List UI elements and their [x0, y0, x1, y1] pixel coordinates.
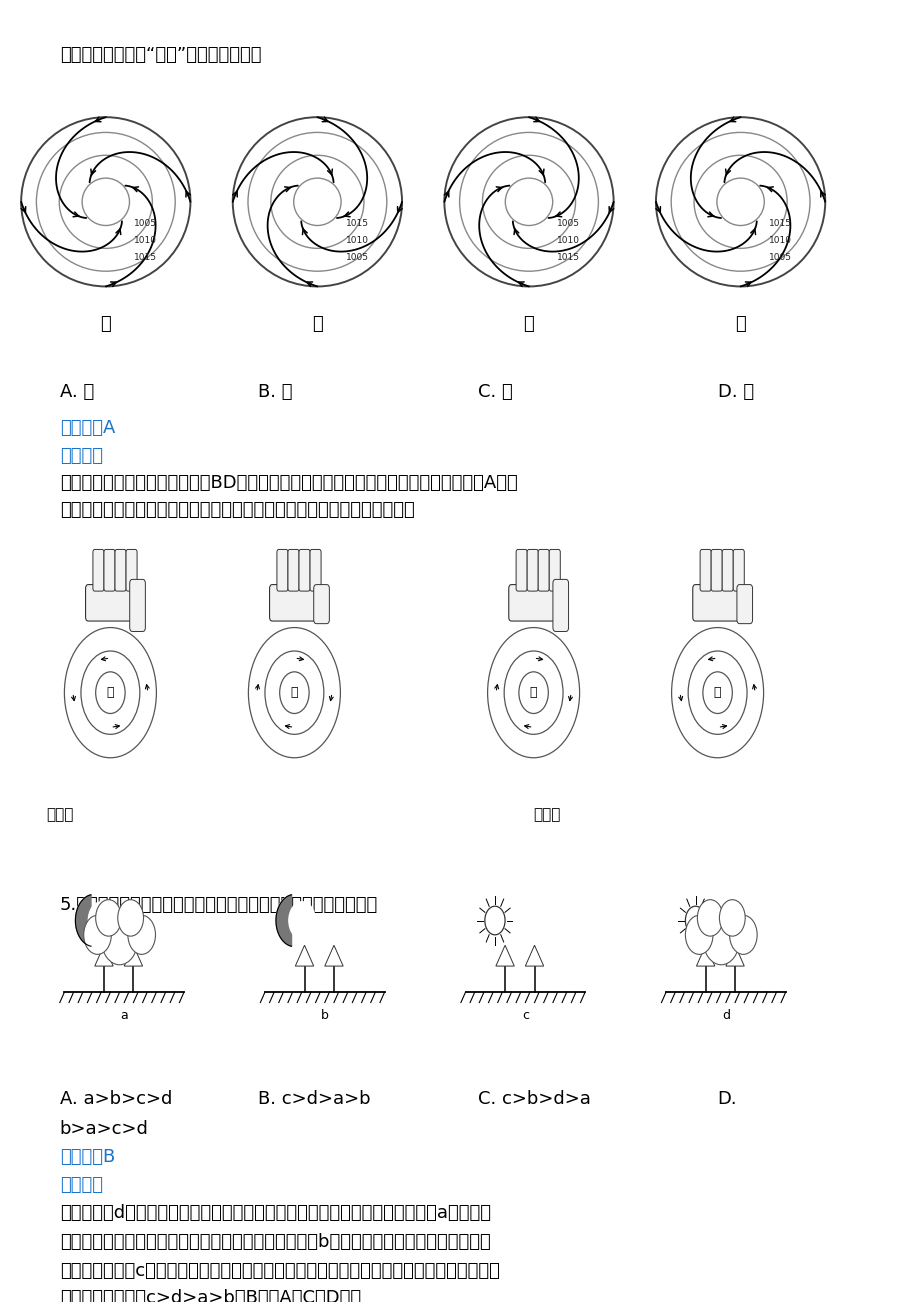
Text: 1005: 1005 [134, 220, 157, 228]
Text: 1010: 1010 [134, 237, 157, 245]
Text: 气温排序正确的是c>d>a>b，B对。A、C、D错。: 气温排序正确的是c>d>a>b，B对。A、C、D错。 [60, 1289, 360, 1302]
Circle shape [685, 906, 705, 935]
Polygon shape [95, 945, 113, 966]
Text: 地面气温低。图c是白天，大气对太阳辐射消弱作用弱，气温高。若只考虑昼夜和云量情况，: 地面气温低。图c是白天，大气对太阳辐射消弱作用弱，气温高。若只考虑昼夜和云量情况… [60, 1262, 499, 1280]
Polygon shape [525, 945, 543, 966]
FancyBboxPatch shape [721, 549, 732, 591]
Text: 丙: 丙 [523, 315, 534, 333]
FancyBboxPatch shape [538, 549, 549, 591]
Text: 【点睛】南北半球气旋与反气旋左右手定则，南半球用左手，北半球用右手: 【点睛】南北半球气旋与反气旋左右手定则，南半球用左手，北半球用右手 [60, 501, 414, 519]
Text: 低: 低 [107, 686, 114, 699]
Text: 1005: 1005 [768, 254, 791, 262]
Text: 南半球: 南半球 [533, 807, 561, 823]
FancyBboxPatch shape [299, 549, 310, 591]
Text: 乙: 乙 [312, 315, 323, 333]
Text: d: d [721, 1009, 729, 1022]
Text: 【详解】台风为气旋系统，排除BD，天鸽在北半球登陆，北半球的气旋为逆时针旋转，A对。: 【详解】台风为气旋系统，排除BD，天鸽在北半球登陆，北半球的气旋为逆时针旋转，A… [60, 474, 517, 492]
Circle shape [484, 906, 505, 935]
FancyBboxPatch shape [736, 585, 752, 624]
FancyBboxPatch shape [527, 549, 538, 591]
Circle shape [685, 915, 712, 954]
Text: 大气对地面的保温效应强，气温不会太低。晴天时，图b是夜晚，大气对地面保温效应差，: 大气对地面的保温效应强，气温不会太低。晴天时，图b是夜晚，大气对地面保温效应差， [60, 1233, 490, 1251]
Circle shape [729, 915, 756, 954]
FancyBboxPatch shape [93, 549, 104, 591]
Circle shape [289, 902, 315, 939]
Text: 1005: 1005 [557, 220, 580, 228]
Polygon shape [75, 894, 91, 947]
Text: 高: 高 [290, 686, 298, 699]
FancyBboxPatch shape [269, 585, 319, 621]
Polygon shape [696, 945, 714, 966]
Text: 1015: 1015 [134, 254, 157, 262]
FancyBboxPatch shape [699, 549, 710, 591]
Polygon shape [276, 894, 291, 947]
Text: 【答案】A: 【答案】A [60, 419, 115, 437]
Text: 1005: 1005 [346, 254, 369, 262]
Text: a: a [120, 1009, 128, 1022]
FancyBboxPatch shape [126, 549, 137, 591]
Circle shape [88, 902, 115, 939]
Circle shape [84, 915, 111, 954]
Polygon shape [276, 894, 291, 947]
Text: 1010: 1010 [557, 237, 580, 245]
Text: 级。下图中能表示“天鸽”的天气系统图是: 级。下图中能表示“天鸽”的天气系统图是 [60, 46, 261, 64]
Circle shape [697, 900, 722, 936]
FancyBboxPatch shape [552, 579, 568, 631]
FancyBboxPatch shape [710, 549, 721, 591]
FancyBboxPatch shape [104, 549, 115, 591]
Polygon shape [75, 894, 91, 947]
Text: 【解析】: 【解析】 [60, 447, 103, 465]
Polygon shape [295, 945, 313, 966]
Circle shape [128, 915, 155, 954]
Circle shape [101, 913, 138, 965]
Text: b>a>c>d: b>a>c>d [60, 1120, 149, 1138]
FancyBboxPatch shape [313, 585, 329, 624]
Polygon shape [124, 945, 142, 966]
Text: B. 乙: B. 乙 [257, 383, 292, 401]
FancyBboxPatch shape [549, 549, 560, 591]
Text: 低: 低 [529, 686, 537, 699]
FancyBboxPatch shape [85, 585, 135, 621]
Text: C. c>b>d>a: C. c>b>d>a [478, 1090, 591, 1108]
Text: 1010: 1010 [346, 237, 369, 245]
Polygon shape [725, 945, 743, 966]
Text: 【解析】: 【解析】 [60, 1176, 103, 1194]
Circle shape [702, 913, 739, 965]
Polygon shape [495, 945, 514, 966]
Text: 1015: 1015 [557, 254, 580, 262]
FancyBboxPatch shape [277, 549, 288, 591]
FancyBboxPatch shape [288, 549, 299, 591]
Circle shape [118, 900, 143, 936]
FancyBboxPatch shape [508, 585, 558, 621]
Text: 阴天时，囼d是白天，大气对太阳辐射消弱强，地面升温慢，气温不会太高。图a是夜晚，: 阴天时，囼d是白天，大气对太阳辐射消弱强，地面升温慢，气温不会太高。图a是夜晚， [60, 1204, 490, 1223]
Text: 北半球: 北半球 [46, 807, 74, 823]
FancyBboxPatch shape [516, 549, 527, 591]
Text: 5.读下列四图，若只考虑昼夜和云量情况，下列气温排序正确的是: 5.读下列四图，若只考虑昼夜和云量情况，下列气温排序正确的是 [60, 896, 378, 914]
Text: b: b [321, 1009, 328, 1022]
FancyBboxPatch shape [115, 549, 126, 591]
Circle shape [719, 900, 744, 936]
Text: 1015: 1015 [768, 220, 791, 228]
Text: c: c [521, 1009, 528, 1022]
Polygon shape [324, 945, 343, 966]
Text: C. 丙: C. 丙 [478, 383, 513, 401]
Text: 丁: 丁 [734, 315, 745, 333]
Text: 高: 高 [713, 686, 720, 699]
FancyBboxPatch shape [130, 579, 145, 631]
Text: A. 甲: A. 甲 [60, 383, 94, 401]
Text: B. c>d>a>b: B. c>d>a>b [257, 1090, 369, 1108]
Text: 甲: 甲 [100, 315, 111, 333]
Text: D. 丁: D. 丁 [717, 383, 753, 401]
FancyBboxPatch shape [692, 585, 742, 621]
Text: 【答案】B: 【答案】B [60, 1148, 115, 1167]
FancyBboxPatch shape [310, 549, 321, 591]
Text: D.: D. [717, 1090, 736, 1108]
Text: 1015: 1015 [346, 220, 369, 228]
FancyBboxPatch shape [732, 549, 743, 591]
Circle shape [96, 900, 121, 936]
Text: A. a>b>c>d: A. a>b>c>d [60, 1090, 172, 1108]
Text: 1010: 1010 [768, 237, 791, 245]
